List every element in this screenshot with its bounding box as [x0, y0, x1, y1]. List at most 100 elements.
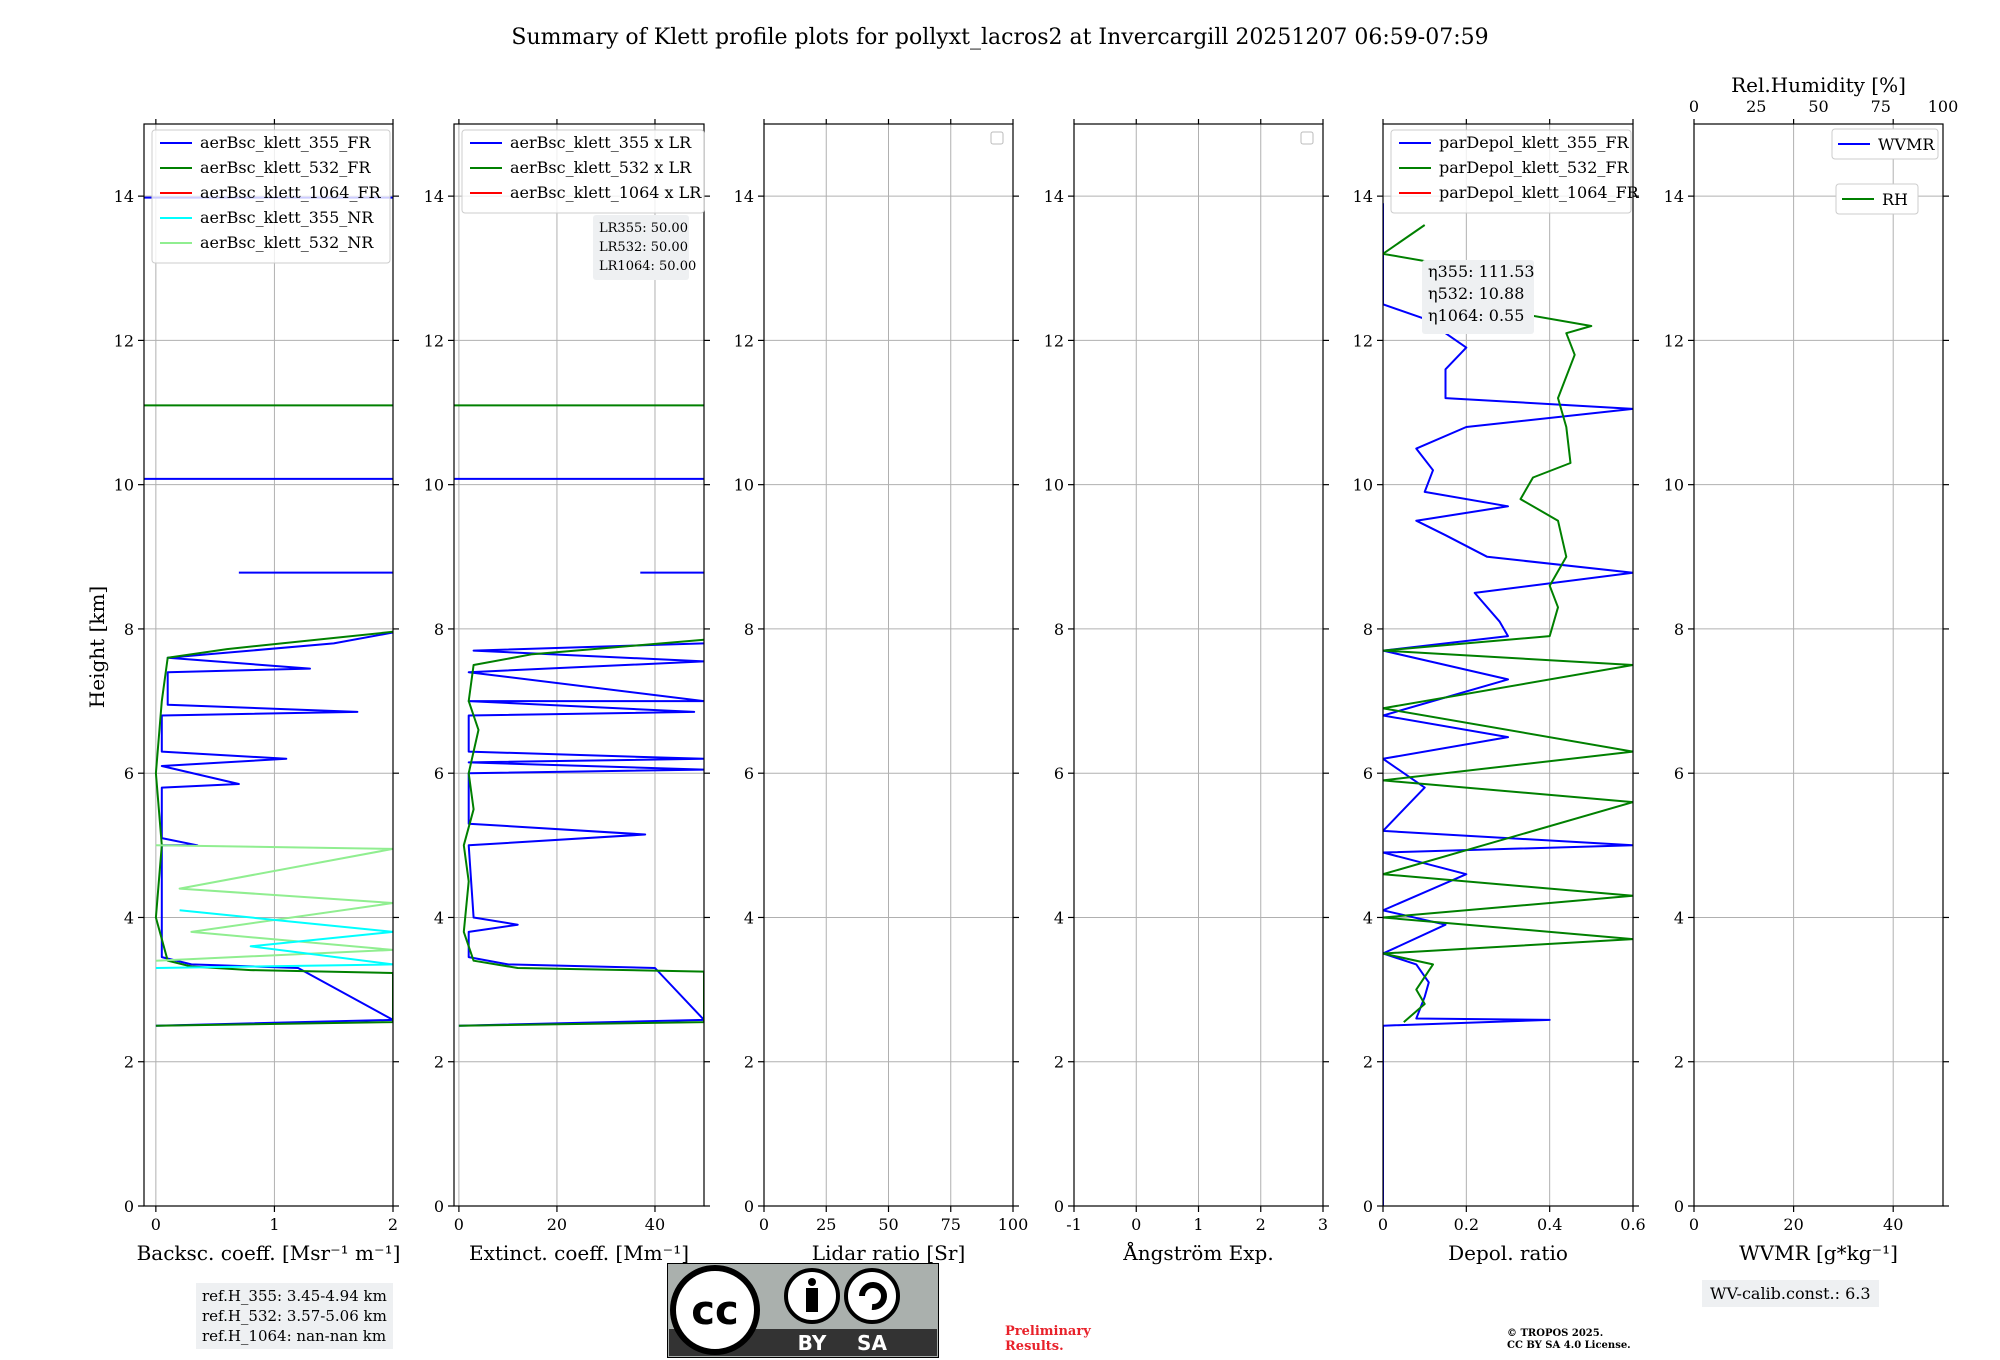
- annotation-text: η1064: 0.55: [1428, 306, 1524, 325]
- x-tick-label: 50: [878, 1215, 898, 1234]
- x-tick-label: 0: [1689, 1215, 1699, 1234]
- y-tick-label: 8: [1054, 620, 1064, 639]
- x-tick-label: 100: [998, 1215, 1029, 1234]
- x-axis-label-wv: WVMR [g*kg⁻¹]: [1739, 1241, 1898, 1265]
- legend-label: aerBsc_klett_532 x LR: [510, 158, 692, 177]
- axes-frame: [1693, 123, 1944, 1207]
- y-tick-label: 4: [1674, 908, 1684, 927]
- y-tick-label: 14: [114, 187, 134, 206]
- x-axis-label-bsc: Backsc. coeff. [Msr⁻¹ m⁻¹]: [137, 1241, 401, 1265]
- annotation-box: [1422, 260, 1534, 334]
- x-tick-label: 0: [1131, 1215, 1141, 1234]
- top-x-tick-label: 25: [1746, 97, 1766, 116]
- y-tick-label: 0: [124, 1197, 134, 1216]
- legend-label: aerBsc_klett_355 x LR: [510, 133, 692, 152]
- series-line-aerBsc_klett_532 x LR: [458, 638, 704, 1027]
- top-x-tick-label: 100: [1928, 97, 1959, 116]
- y-tick-label: 2: [434, 1053, 444, 1072]
- x-tick-label: 20: [1783, 1215, 1803, 1234]
- y-tick-label: 2: [1054, 1053, 1064, 1072]
- legend-box: [1390, 129, 1632, 214]
- copyright-note: © TROPOS 2025. CC BY SA 4.0 License.: [1507, 1328, 1631, 1352]
- copyright-line-2: CC BY SA 4.0 License.: [1507, 1340, 1631, 1351]
- x-tick-label: 1: [269, 1215, 279, 1234]
- wv-calibration-box: WV-calib.const.: 6.3: [1702, 1280, 1879, 1307]
- x-tick-label: 0.6: [1620, 1215, 1645, 1234]
- y-tick-label: 4: [1363, 908, 1373, 927]
- legend-label: aerBsc_klett_355_NR: [200, 208, 374, 227]
- figure-title: Summary of Klett profile plots for polly…: [511, 25, 1488, 50]
- y-tick-label: 6: [124, 764, 134, 783]
- x-tick-label: 40: [645, 1215, 665, 1234]
- y-tick-label: 10: [424, 476, 444, 495]
- x-tick-label: 75: [941, 1215, 961, 1234]
- x-tick-label: 0: [1378, 1215, 1388, 1234]
- annotation-text: η355: 111.53: [1428, 262, 1535, 281]
- axes-frame: [453, 123, 705, 1207]
- y-tick-label: 4: [124, 908, 134, 927]
- y-tick-label: 12: [424, 331, 444, 350]
- preliminary-note: Preliminary Results.: [1005, 1324, 1091, 1354]
- y-tick-label: 6: [1674, 764, 1684, 783]
- annotation-text: η532: 10.88: [1428, 284, 1524, 303]
- y-tick-label: 4: [744, 908, 754, 927]
- axes-frame: [1382, 123, 1634, 1207]
- x-tick-label: 25: [816, 1215, 836, 1234]
- y-tick-label: 2: [744, 1053, 754, 1072]
- x-axis-label-dep: Depol. ratio: [1448, 1241, 1568, 1265]
- y-tick-label: 8: [434, 620, 444, 639]
- panel-lr: 0 25 50 75 100 0 2 4 6 8 10 12 14 Lidar ratio [Sr]: [734, 119, 1029, 1265]
- panel-wv: 0 20 40 0 2 4 6 8 10 12 14 WVMR [g*kg⁻¹] 0 25 50 75 100 R…: [1664, 73, 1959, 1265]
- y-axis-label: Height [km]: [85, 586, 109, 708]
- legend-box: [1831, 128, 1939, 160]
- series-line-parDepol_klett_355_FR: [1383, 203, 1633, 1206]
- legend-label: aerBsc_klett_355_FR: [200, 133, 371, 152]
- empty-legend: [990, 131, 1004, 145]
- top-x-tick-label: 50: [1808, 97, 1828, 116]
- data-area: [1383, 203, 1633, 1206]
- data-area: [454, 404, 704, 1027]
- cc-icon: [670, 1265, 760, 1355]
- y-tick-label: 6: [1054, 764, 1064, 783]
- y-tick-label: 12: [1353, 331, 1373, 350]
- ref-height-1064: ref.H_1064: nan-nan km: [202, 1327, 387, 1345]
- panel-dep: 0 0.2 0.4 0.6 0 2 4 6 8 10 12 14 Depol. ratio parDepo…: [1353, 119, 1646, 1265]
- x-tick-label: -1: [1066, 1215, 1082, 1234]
- data-area: [144, 196, 393, 1027]
- y-tick-label: 0: [1674, 1197, 1684, 1216]
- x-tick-label: 1: [1193, 1215, 1203, 1234]
- y-tick-label: 0: [1054, 1197, 1064, 1216]
- x-tick-label: 2: [1256, 1215, 1266, 1234]
- sa-label: SA: [857, 1331, 887, 1355]
- series-line-aerBsc_klett_355_FR: [155, 631, 393, 1027]
- legend-label: aerBsc_klett_1064 x LR: [510, 183, 702, 202]
- x-tick-label: 0.2: [1454, 1215, 1479, 1234]
- legend-label: WVMR: [1878, 135, 1935, 154]
- y-tick-label: 14: [734, 187, 754, 206]
- legend-box: [1835, 183, 1919, 215]
- y-tick-label: 8: [1674, 620, 1684, 639]
- x-tick-label: 3: [1318, 1215, 1328, 1234]
- legend-label: RH: [1882, 190, 1908, 209]
- legend-label: aerBsc_klett_532_FR: [200, 158, 371, 177]
- x-tick-label: 20: [547, 1215, 567, 1234]
- y-tick-label: 10: [1353, 476, 1373, 495]
- top-x-tick-label: 0: [1689, 97, 1699, 116]
- y-tick-label: 12: [734, 331, 754, 350]
- y-tick-label: 10: [1044, 476, 1064, 495]
- x-tick-label: 0: [454, 1215, 464, 1234]
- x-tick-label: 2: [388, 1215, 398, 1234]
- y-tick-label: 12: [1664, 331, 1684, 350]
- y-tick-label: 14: [1353, 187, 1373, 206]
- copyright-line-1: © TROPOS 2025.: [1507, 1328, 1604, 1339]
- series-line-aerBsc_klett_532_FR: [154, 630, 393, 1027]
- y-tick-label: 2: [1674, 1053, 1684, 1072]
- y-tick-label: 8: [744, 620, 754, 639]
- y-tick-label: 10: [1664, 476, 1684, 495]
- y-tick-label: 14: [424, 187, 444, 206]
- annotation-text: LR1064: 50.00: [599, 259, 696, 274]
- legend-label: parDepol_klett_1064_FR: [1439, 183, 1640, 202]
